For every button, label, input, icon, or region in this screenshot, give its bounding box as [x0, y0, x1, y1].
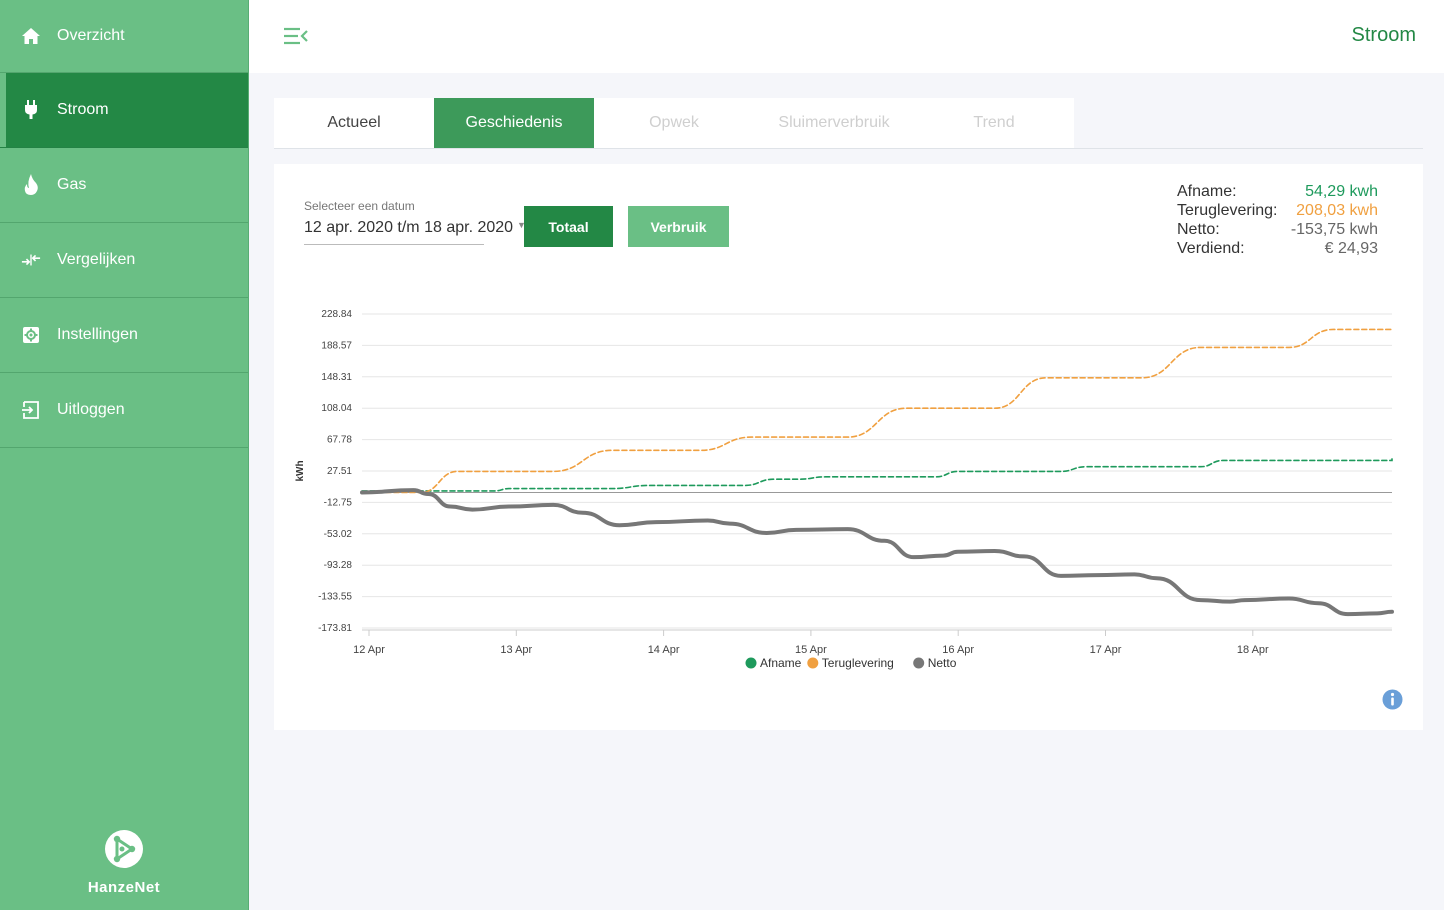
hanzenet-logo: HanzeNet — [68, 828, 180, 896]
sidebar-item-gas[interactable]: Gas — [0, 148, 248, 223]
summary-value: 208,03 kwh — [1296, 202, 1378, 219]
sidebar: Overzicht Stroom Gas Vergelijken Instell… — [0, 0, 249, 910]
flame-icon — [21, 174, 41, 195]
summary-row-afname: Afname: 54,29 kwh — [1177, 182, 1378, 201]
sidebar-item-label: Uitloggen — [57, 401, 125, 418]
series-line-afname — [361, 458, 1393, 492]
summary-label: Afname: — [1177, 183, 1237, 200]
chevron-down-icon[interactable]: ▼ — [517, 220, 526, 230]
x-tick-label: 15 Apr — [795, 644, 827, 656]
series-line-teruglevering — [361, 328, 1393, 494]
summary-value: 54,29 kwh — [1305, 183, 1378, 200]
page-title: Stroom — [1351, 24, 1416, 46]
y-tick-label: 228.84 — [321, 309, 352, 320]
logo-icon — [105, 830, 143, 868]
y-tick-label: -93.28 — [324, 560, 353, 571]
y-axis-label: kWh — [295, 460, 306, 481]
x-tick-label: 12 Apr — [353, 644, 385, 656]
summary-label: Teruglevering: — [1177, 202, 1278, 219]
summary-row-teruglevering: Teruglevering: 208,03 kwh — [1177, 201, 1378, 220]
home-icon — [21, 26, 41, 46]
sidebar-item-vergelijken[interactable]: Vergelijken — [0, 223, 248, 298]
sidebar-item-instellingen[interactable]: Instellingen — [0, 298, 248, 373]
summary-label: Netto: — [1177, 221, 1220, 238]
summary-label: Verdiend: — [1177, 240, 1245, 257]
sidebar-item-label: Stroom — [57, 101, 109, 118]
series-line-netto — [360, 488, 1394, 617]
x-tick-label: 16 Apr — [942, 644, 974, 656]
legend-marker — [913, 657, 925, 669]
summary-panel: Afname: 54,29 kwh Teruglevering: 208,03 … — [1177, 182, 1378, 258]
tab-trend[interactable]: Trend — [973, 114, 1015, 131]
y-tick-label: 108.04 — [321, 403, 352, 414]
y-tick-label: -173.81 — [318, 623, 352, 634]
tab-geschiedenis[interactable]: Geschiedenis — [434, 98, 594, 148]
tab-opwek[interactable]: Opwek — [649, 114, 699, 131]
sidebar-item-label: Instellingen — [57, 326, 138, 343]
legend-label: Teruglevering — [822, 656, 894, 670]
settings-icon — [21, 325, 41, 345]
x-tick-label: 14 Apr — [648, 644, 680, 656]
sidebar-item-label: Overzicht — [57, 27, 125, 44]
tab-sluimerverbruik[interactable]: Sluimerverbruik — [778, 114, 890, 131]
legend-label: Netto — [928, 656, 957, 670]
sidebar-item-stroom[interactable]: Stroom — [0, 73, 248, 148]
date-input-underline — [304, 244, 484, 245]
y-tick-label: -12.75 — [324, 497, 353, 508]
summary-value: -153,75 kwh — [1290, 221, 1378, 238]
sidebar-item-label: Vergelijken — [57, 251, 136, 268]
summary-value: € 24,93 — [1324, 240, 1378, 257]
compare-arrows-icon — [21, 250, 41, 270]
summary-row-verdiend: Verdiend: € 24,93 — [1177, 239, 1378, 258]
info-icon[interactable] — [1382, 689, 1403, 710]
sidebar-item-overzicht[interactable]: Overzicht — [0, 0, 248, 73]
logo-text: HanzeNet — [87, 879, 161, 896]
y-tick-label: 188.57 — [321, 340, 352, 351]
y-tick-label: -133.55 — [318, 592, 352, 603]
y-tick-label: 148.31 — [321, 372, 352, 383]
date-picker-label: Selecteer een datum — [304, 199, 415, 213]
legend-marker — [807, 657, 819, 669]
history-line-chart: 228.84 188.57 148.31 108.04 67.78 27.51 -12.75… — [295, 309, 1394, 670]
tab-actueel[interactable]: Actueel — [327, 114, 381, 131]
sidebar-item-label: Gas — [57, 176, 87, 193]
plug-icon — [21, 100, 41, 120]
legend-label: Afname — [760, 656, 802, 670]
tab-bar: Actueel Geschiedenis Opwek Sluimerverbru… — [274, 98, 1074, 148]
x-tick-label: 13 Apr — [500, 644, 532, 656]
logout-icon — [21, 400, 41, 420]
y-tick-label: 67.78 — [327, 435, 352, 446]
sidebar-item-uitloggen[interactable]: Uitloggen — [0, 373, 248, 448]
x-tick-label: 18 Apr — [1237, 644, 1269, 656]
tab-divider — [274, 148, 1423, 149]
y-tick-label: -53.02 — [324, 529, 353, 540]
date-range-input[interactable]: 12 apr. 2020 t/m 18 apr. 2020 — [304, 219, 514, 236]
summary-row-netto: Netto: -153,75 kwh — [1177, 220, 1378, 239]
totaal-button[interactable]: Totaal — [524, 206, 613, 247]
legend-marker — [745, 657, 757, 669]
y-tick-label: 27.51 — [327, 466, 352, 477]
verbruik-button[interactable]: Verbruik — [628, 206, 729, 247]
topbar: Stroom — [249, 0, 1444, 73]
history-card: Selecteer een datum 12 apr. 2020 t/m 18 … — [274, 164, 1423, 730]
menu-toggle-icon[interactable] — [283, 26, 309, 46]
x-tick-label: 17 Apr — [1090, 644, 1122, 656]
